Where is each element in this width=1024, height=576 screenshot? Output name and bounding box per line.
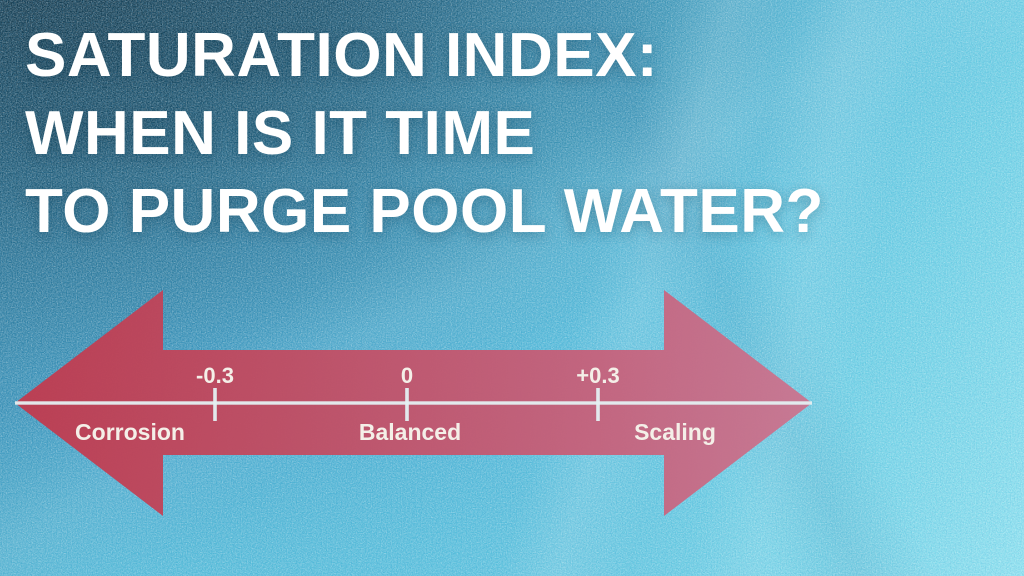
tick-label-positive: +0.3 (576, 363, 619, 388)
zone-label-balanced: Balanced (359, 419, 461, 445)
scale-axis-line (15, 401, 812, 405)
tick-mark-zero (405, 388, 409, 421)
title-line-1: SATURATION INDEX: (25, 21, 659, 90)
tick-mark-positive (596, 388, 600, 421)
title-line-3: TO PURGE POOL WATER? (25, 177, 824, 246)
tick-label-negative: -0.3 (196, 363, 234, 388)
tick-mark-negative (213, 388, 217, 421)
zone-label-corrosion: Corrosion (75, 419, 185, 445)
title-line-2: WHEN IS IT TIME (25, 99, 536, 168)
page-title: SATURATION INDEX: WHEN IS IT TIME TO PUR… (25, 17, 824, 251)
zone-label-scaling: Scaling (634, 419, 716, 445)
tick-label-zero: 0 (401, 363, 413, 388)
